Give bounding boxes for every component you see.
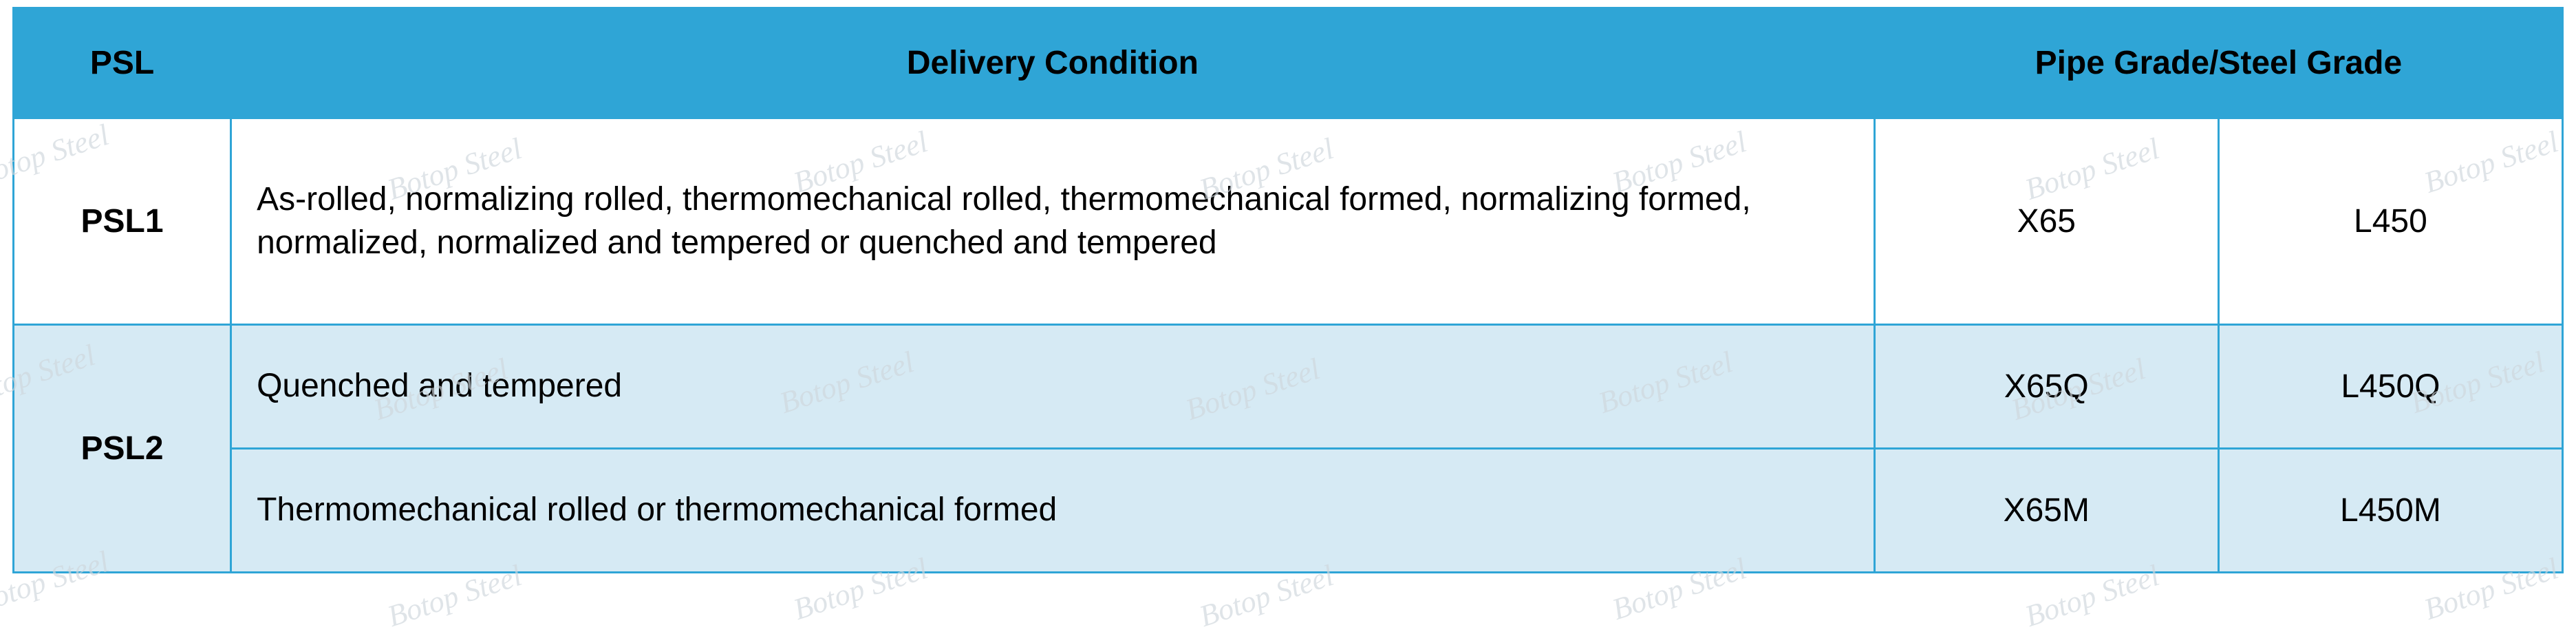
cell-psl2-label: PSL2 <box>14 325 231 573</box>
cell-psl2b-steel-grade: L450M <box>2218 449 2562 573</box>
cell-psl2b-condition: Thermomechanical rolled or thermomechani… <box>231 449 1875 573</box>
header-psl: PSL <box>14 8 231 118</box>
cell-psl1-condition: As-rolled, normalizing rolled, thermomec… <box>231 118 1875 325</box>
cell-psl1-label: PSL1 <box>14 118 231 325</box>
cell-psl2b-pipe-grade: X65M <box>1874 449 2218 573</box>
cell-psl2a-steel-grade: L450Q <box>2218 325 2562 449</box>
table-container: Botop SteelBotop SteelBotop SteelBotop S… <box>0 0 2576 577</box>
psl-table: PSL Delivery Condition Pipe Grade/Steel … <box>12 7 2564 573</box>
cell-psl2a-condition: Quenched and tempered <box>231 325 1875 449</box>
cell-psl1-steel-grade: L450 <box>2218 118 2562 325</box>
cell-psl1-pipe-grade: X65 <box>1874 118 2218 325</box>
table-row: PSL2 Quenched and tempered X65Q L450Q <box>14 325 2563 449</box>
header-grade: Pipe Grade/Steel Grade <box>1874 8 2562 118</box>
header-delivery: Delivery Condition <box>231 8 1875 118</box>
header-row: PSL Delivery Condition Pipe Grade/Steel … <box>14 8 2563 118</box>
table-row: PSL1 As-rolled, normalizing rolled, ther… <box>14 118 2563 325</box>
table-row: Thermomechanical rolled or thermomechani… <box>14 449 2563 573</box>
cell-psl2a-pipe-grade: X65Q <box>1874 325 2218 449</box>
